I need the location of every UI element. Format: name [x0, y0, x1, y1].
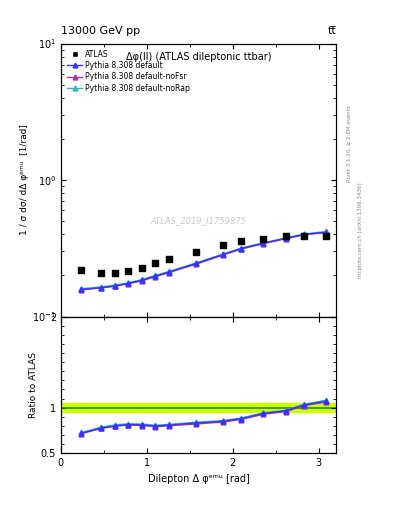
- ATLAS: [301, 232, 307, 240]
- Y-axis label: Ratio to ATLAS: Ratio to ATLAS: [29, 352, 38, 418]
- ATLAS: [220, 241, 226, 249]
- Y-axis label: 1 / σ dσ/ dΔ φᵉᵐᵘ  [1/rad]: 1 / σ dσ/ dΔ φᵉᵐᵘ [1/rad]: [20, 124, 29, 236]
- Pythia 8.308 default-noFsr: [126, 281, 131, 287]
- ATLAS: [125, 267, 132, 275]
- Pythia 8.308 default-noFsr: [112, 283, 117, 289]
- Pythia 8.308 default-noRap: [79, 286, 84, 292]
- Line: Pythia 8.308 default-noFsr: Pythia 8.308 default-noFsr: [79, 230, 328, 292]
- Pythia 8.308 default-noRap: [301, 231, 306, 237]
- Pythia 8.308 default: [167, 269, 171, 275]
- Line: Pythia 8.308 default-noRap: Pythia 8.308 default-noRap: [79, 229, 328, 291]
- ATLAS: [78, 266, 84, 274]
- Pythia 8.308 default-noFsr: [167, 269, 171, 275]
- Pythia 8.308 default: [220, 251, 225, 258]
- Text: Δφ(ll) (ATLAS dileptonic ttbar): Δφ(ll) (ATLAS dileptonic ttbar): [126, 52, 271, 62]
- Legend: ATLAS, Pythia 8.308 default, Pythia 8.308 default-noFsr, Pythia 8.308 default-no: ATLAS, Pythia 8.308 default, Pythia 8.30…: [65, 47, 193, 95]
- Pythia 8.308 default: [140, 277, 144, 283]
- Pythia 8.308 default: [194, 261, 198, 267]
- Pythia 8.308 default-noFsr: [220, 252, 225, 258]
- ATLAS: [323, 232, 329, 240]
- Pythia 8.308 default: [99, 285, 104, 291]
- Pythia 8.308 default: [261, 240, 266, 246]
- Bar: [61, 403, 336, 412]
- Pythia 8.308 default-noRap: [194, 260, 198, 266]
- Pythia 8.308 default-noRap: [167, 268, 171, 274]
- Pythia 8.308 default-noRap: [261, 240, 266, 246]
- Pythia 8.308 default-noRap: [99, 284, 104, 290]
- ATLAS: [98, 268, 105, 276]
- Pythia 8.308 default-noFsr: [284, 236, 288, 242]
- Pythia 8.308 default-noRap: [140, 276, 144, 283]
- Pythia 8.308 default-noFsr: [194, 261, 198, 267]
- Pythia 8.308 default: [112, 283, 117, 289]
- Pythia 8.308 default-noRap: [220, 251, 225, 257]
- Pythia 8.308 default-noFsr: [301, 232, 306, 238]
- Line: Pythia 8.308 default: Pythia 8.308 default: [79, 230, 328, 292]
- Pythia 8.308 default: [284, 235, 288, 241]
- Text: mcplots.cern.ch [arXiv:1306.3436]: mcplots.cern.ch [arXiv:1306.3436]: [358, 183, 363, 278]
- ATLAS: [283, 232, 289, 240]
- Pythia 8.308 default-noFsr: [140, 278, 144, 284]
- Text: Rivet 3.1.10, ≥ 2.8M events: Rivet 3.1.10, ≥ 2.8M events: [347, 105, 352, 182]
- ATLAS: [139, 264, 145, 272]
- Pythia 8.308 default-noRap: [323, 228, 328, 234]
- Pythia 8.308 default-noFsr: [239, 246, 243, 252]
- Pythia 8.308 default: [301, 231, 306, 238]
- Pythia 8.308 default: [126, 281, 131, 287]
- Pythia 8.308 default-noFsr: [323, 229, 328, 236]
- Pythia 8.308 default: [79, 286, 84, 292]
- Pythia 8.308 default-noFsr: [79, 287, 84, 293]
- Pythia 8.308 default: [153, 273, 158, 279]
- ATLAS: [260, 235, 266, 243]
- Pythia 8.308 default-noFsr: [99, 285, 104, 291]
- X-axis label: Dilepton Δ φᵉᵐᵘ [rad]: Dilepton Δ φᵉᵐᵘ [rad]: [147, 474, 250, 483]
- Text: ATLAS_2019_I1759875: ATLAS_2019_I1759875: [151, 217, 246, 225]
- Text: tt̅: tt̅: [327, 26, 336, 36]
- Pythia 8.308 default-noRap: [239, 245, 243, 251]
- Pythia 8.308 default: [239, 245, 243, 251]
- ATLAS: [112, 268, 118, 276]
- Pythia 8.308 default-noRap: [153, 272, 158, 279]
- ATLAS: [193, 248, 199, 257]
- ATLAS: [152, 259, 159, 267]
- Pythia 8.308 default-noRap: [284, 235, 288, 241]
- Pythia 8.308 default-noFsr: [261, 241, 266, 247]
- Pythia 8.308 default-noRap: [112, 282, 117, 288]
- ATLAS: [166, 255, 172, 264]
- Pythia 8.308 default: [323, 229, 328, 236]
- Pythia 8.308 default-noFsr: [153, 273, 158, 280]
- Text: 13000 GeV pp: 13000 GeV pp: [61, 26, 140, 36]
- ATLAS: [238, 237, 244, 245]
- Pythia 8.308 default-noRap: [126, 280, 131, 286]
